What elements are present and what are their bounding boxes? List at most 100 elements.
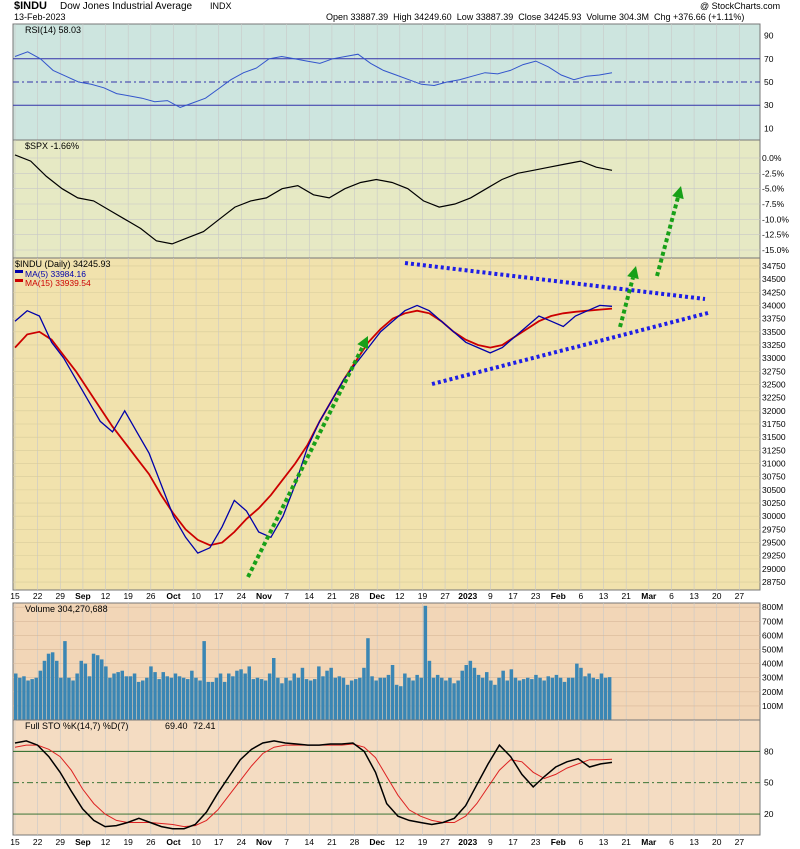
volume-bar [386,674,391,720]
sto-tick-label: 80 [764,746,774,756]
volume-bar [202,641,206,720]
spx-panel [12,139,761,259]
x-axis-label: 21 [327,591,337,601]
sto-tick-label: 50 [764,778,774,788]
volume-bar [358,677,362,720]
volume-bar [272,658,276,720]
volume-bar [132,673,137,720]
x-axis-label: 21 [621,591,631,601]
x-axis-label: 2023 [458,591,477,601]
exchange: INDX [210,1,232,11]
volume-bar [345,684,350,720]
price-tick-label: 30750 [762,472,786,482]
volume-bar [186,679,190,720]
volume-bar [399,686,403,720]
volume-bar [407,677,411,720]
spx-tick-label: -10.0% [762,214,789,224]
volume-bar [513,677,518,720]
x-axis-label: 19 [123,591,133,601]
rsi-tick-label: 50 [764,77,774,87]
x-axis-label-bottom: 12 [395,837,405,847]
x-axis-label: 24 [237,591,247,601]
price-tick-label: 33000 [762,353,786,363]
volume-bar [153,672,157,720]
rsi-tick-label: 70 [764,54,774,64]
volume-bar [239,669,243,720]
volume-tick-label: 400M [762,659,783,669]
volume-bar [599,673,604,720]
volume-bar [354,679,358,720]
open-label: Open [326,12,349,22]
volume-bar [67,677,71,720]
volume-bar [480,677,485,720]
volume-bar [341,677,346,720]
price-tick-label: 29000 [762,564,786,574]
volume-bar [411,680,415,720]
x-axis-label: 13 [599,591,609,601]
ma5-label: MA(5) 33984.16 [25,269,86,279]
x-axis-label: 7 [284,591,289,601]
volume-bar [489,680,493,720]
volume-bar [198,680,202,720]
rsi-tick-label: 10 [764,123,774,133]
volume-bar [583,676,587,720]
spx-tick-label: -7.5% [762,199,785,209]
x-axis-label: 29 [56,591,66,601]
x-axis-label: 17 [214,591,224,601]
volume-bar [157,679,161,720]
x-axis-label-bottom: 19 [123,837,133,847]
sto-k-line [14,740,613,830]
volume-bar [317,666,321,720]
volume-bar [394,684,399,720]
x-axis-label-bottom: 29 [56,837,66,847]
x-axis-label-bottom: 17 [508,837,518,847]
x-axis-label: 13 [689,591,699,601]
volume-bar [235,670,239,720]
close-value: 34245.93 [543,12,582,22]
x-axis-label: 15 [10,591,20,601]
volume-bar [538,677,542,720]
sto-d-value: 72.41 [193,721,216,731]
price-tick-label: 31500 [762,432,786,442]
volume-bar [370,676,374,720]
volume-bar [472,667,477,720]
x-axis-label: Oct [166,591,180,601]
price-tick-label: 34250 [762,287,786,297]
volume-bar [448,677,452,720]
volume-bar [374,680,378,720]
price-tick-label: 31250 [762,445,786,455]
x-axis-label: Feb [551,591,566,601]
price-tick-label: 32500 [762,379,786,389]
trend-arrow-shaft [618,277,635,328]
volume-bar [145,677,149,720]
volume-bar [427,660,432,720]
x-axis-label: 27 [735,591,745,601]
volume-bar [112,673,116,720]
price-tick-label: 29250 [762,551,786,561]
chart-date: 13-Feb-2023 [14,12,66,22]
volume-bar [46,653,51,720]
x-axis-label-bottom: 13 [599,837,609,847]
volume-bar [128,676,133,720]
spx-tick-label: 0.0% [762,153,782,163]
volume-bar [30,679,34,720]
volume-bar [75,673,79,720]
volume-bar [349,680,354,720]
x-axis-label-bottom: 21 [327,837,337,847]
volume-bar [534,674,538,720]
volume-tick-label: 600M [762,630,783,640]
price-tick-label: 34500 [762,274,786,284]
spx-label: $SPX -1.66% [25,141,79,151]
volume-bar [321,676,325,720]
open-value: 33887.39 [350,12,389,22]
volume-bar [562,681,567,720]
ma5-legend-swatch [15,270,23,273]
x-axis-label: 26 [146,591,156,601]
x-axis-label-bottom: 27 [440,837,450,847]
volume-bar [227,673,231,720]
price-tick-label: 32000 [762,406,786,416]
volume-bar [378,677,382,720]
volume-bar [456,680,460,720]
x-axis-label: 12 [101,591,111,601]
